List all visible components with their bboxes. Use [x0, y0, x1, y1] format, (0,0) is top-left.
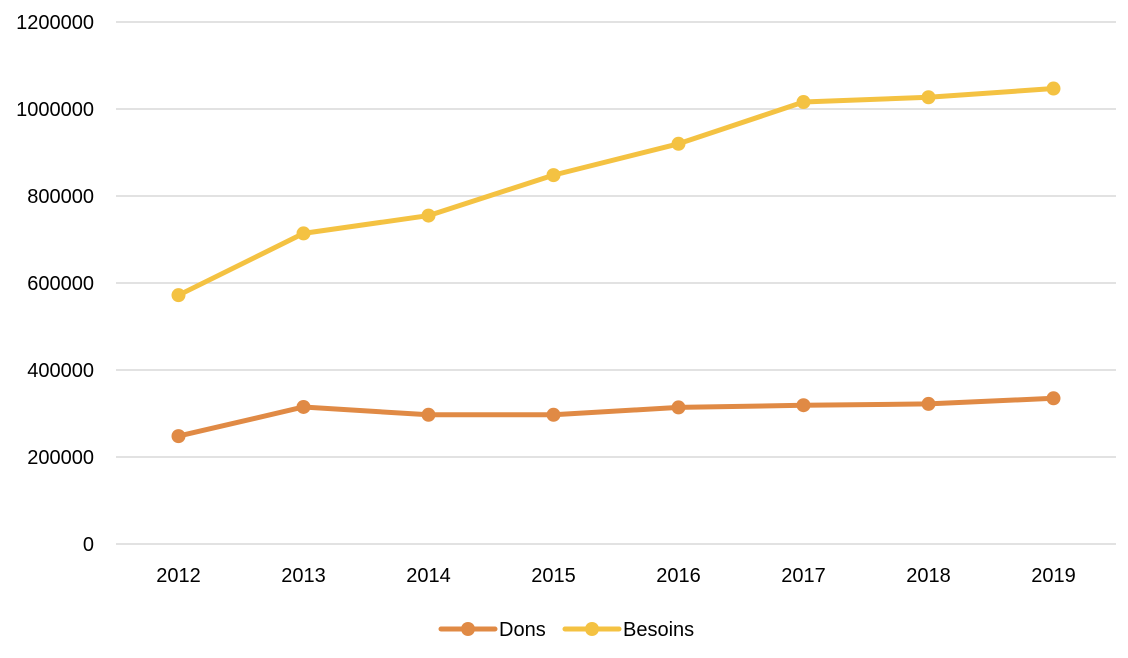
legend-label: Dons — [499, 619, 546, 641]
data-point — [171, 288, 186, 303]
legend-item-dons: Dons — [438, 619, 546, 641]
series — [171, 81, 1061, 444]
data-point — [546, 407, 561, 422]
data-point — [921, 90, 936, 105]
data-point — [796, 95, 811, 110]
data-point — [546, 168, 561, 183]
series-dons — [171, 391, 1061, 444]
x-tick-label: 2016 — [656, 565, 701, 587]
x-axis-tick-labels: 2012 2013 2014 2015 2016 2017 2018 2019 — [156, 565, 1076, 587]
y-tick-label: 400000 — [27, 360, 94, 382]
data-point — [671, 400, 686, 415]
x-tick-label: 2014 — [406, 565, 451, 587]
x-tick-label: 2012 — [156, 565, 201, 587]
legend-label: Besoins — [623, 619, 694, 641]
y-tick-label: 600000 — [27, 273, 94, 295]
y-tick-label: 1200000 — [16, 12, 94, 34]
x-tick-label: 2017 — [781, 565, 826, 587]
y-axis-tick-labels: 0 200000 400000 600000 800000 1000000 1200000 — [16, 12, 94, 556]
data-point — [1046, 391, 1061, 406]
x-tick-label: 2015 — [531, 565, 576, 587]
x-tick-label: 2013 — [281, 565, 326, 587]
data-point — [921, 396, 936, 411]
series-line — [176, 86, 1056, 298]
y-tick-label: 800000 — [27, 186, 94, 208]
y-tick-label: 200000 — [27, 447, 94, 469]
legend: Dons Besoins — [438, 619, 694, 641]
y-tick-label: 1000000 — [16, 99, 94, 121]
data-point — [421, 407, 436, 422]
legend-swatch-marker — [461, 622, 475, 636]
y-tick-label: 0 — [83, 534, 94, 556]
legend-item-besoins: Besoins — [562, 619, 694, 641]
x-tick-label: 2018 — [906, 565, 951, 587]
series-besoins — [171, 81, 1061, 303]
data-point — [671, 136, 686, 151]
data-point — [796, 398, 811, 413]
series-line — [176, 395, 1056, 439]
x-tick-label: 2019 — [1031, 565, 1076, 587]
data-point — [421, 208, 436, 223]
data-point — [296, 399, 311, 414]
legend-swatch-marker — [585, 622, 599, 636]
data-point — [171, 429, 186, 444]
data-point — [1046, 81, 1061, 96]
data-point — [296, 226, 311, 241]
gridlines — [116, 21, 1116, 545]
